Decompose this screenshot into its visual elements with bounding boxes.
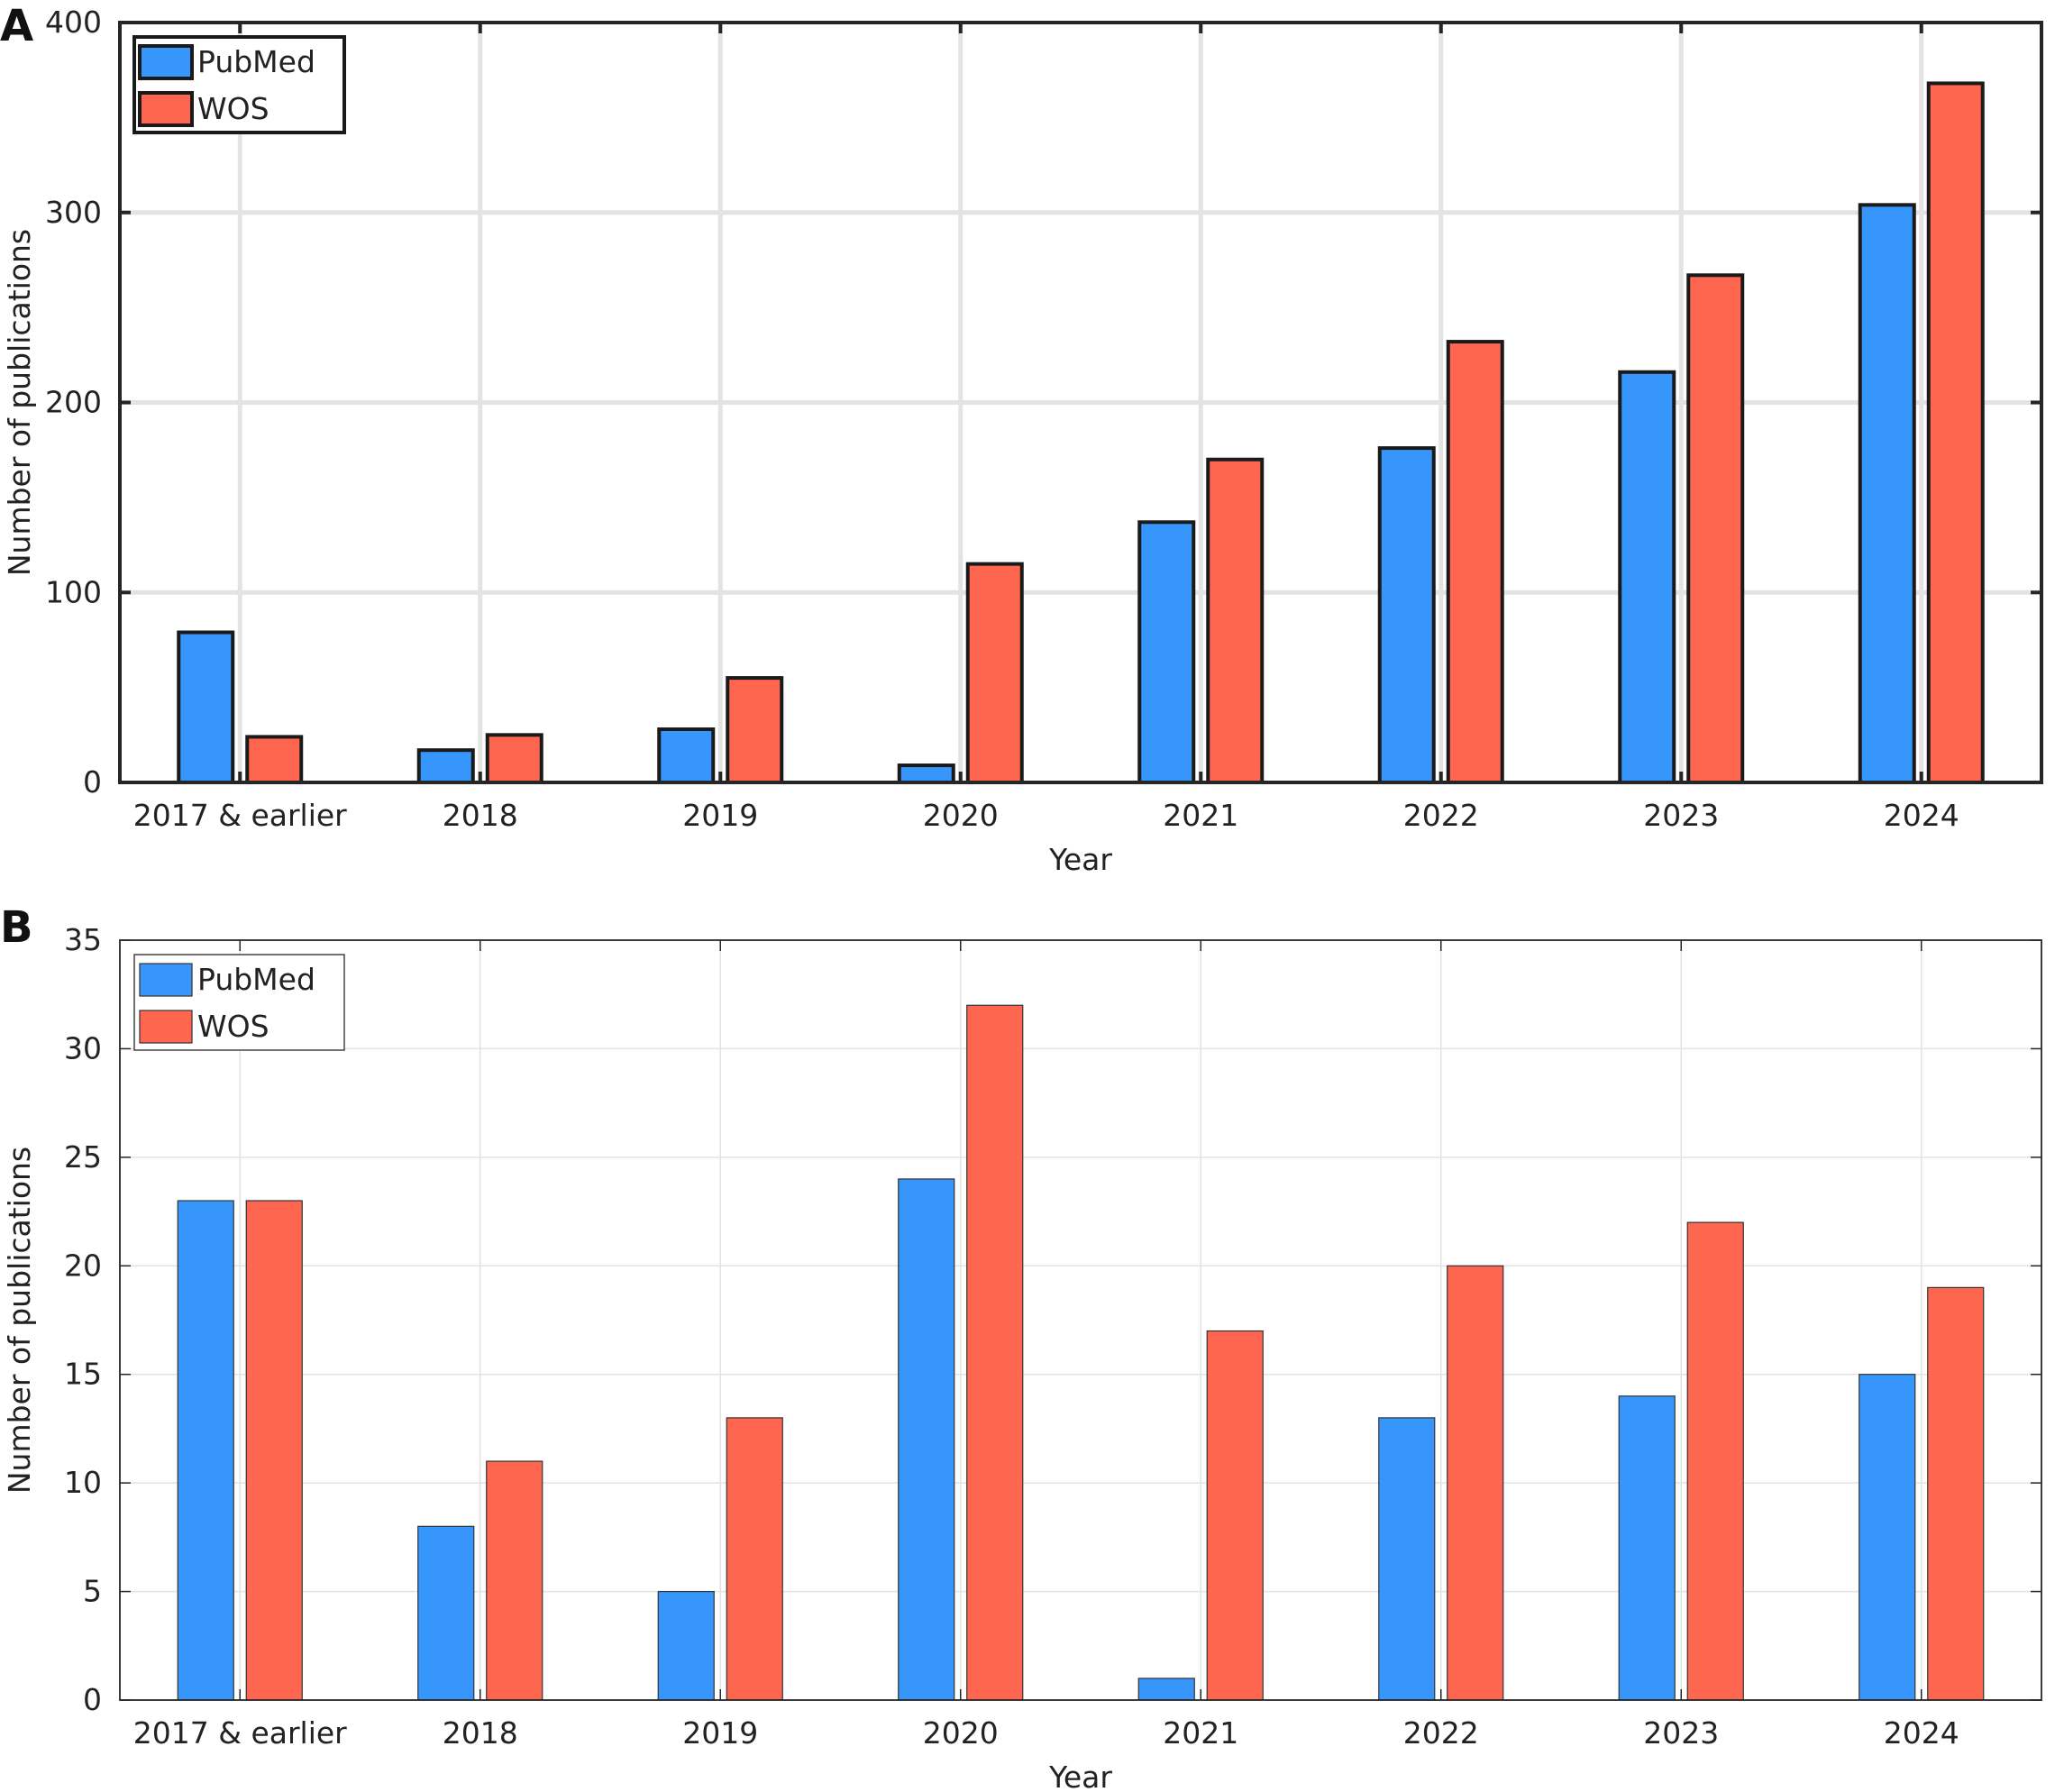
panel-a-bar-wos xyxy=(1926,81,1985,784)
panel-a-bar-pubmed xyxy=(1618,370,1676,784)
panel-a-x-tick-label: 2018 xyxy=(443,798,518,833)
panel-b-x-axis-label: Year xyxy=(1048,1760,1112,1792)
panel-b-x-tick-label: 2021 xyxy=(1163,1715,1238,1751)
panel-a-x-tick-label: 2020 xyxy=(923,798,999,833)
panel-b-legend-label-pubmed: PubMed xyxy=(197,962,315,997)
panel-a-y-tick-label: 100 xyxy=(45,574,102,609)
panel-b-bar-wos xyxy=(1686,1221,1744,1701)
panel-a-y-tick-label: 400 xyxy=(45,5,102,40)
panel-b-bar-wos xyxy=(1927,1286,1985,1701)
panel-b-bar-pubmed xyxy=(657,1590,715,1701)
panel-a-chart: A 0 100 200 300 400 2017 & earlier 2018 2019 202… xyxy=(0,1,2043,877)
panel-b-bar-wos xyxy=(726,1417,783,1701)
panel-a-legend-label-wos: WOS xyxy=(197,91,269,126)
panel-a-bar-pubmed xyxy=(177,630,235,784)
panel-b-bar-pubmed xyxy=(1137,1678,1195,1701)
panel-a-x-tick-label: 2024 xyxy=(1884,798,1959,833)
panel-b-x-tick-label: 2023 xyxy=(1643,1715,1719,1751)
panel-b-x-tick-label: 2024 xyxy=(1884,1715,1959,1751)
panel-b-y-tick-label: 10 xyxy=(64,1465,102,1500)
panel-b-y-tick-label: 5 xyxy=(83,1574,102,1609)
panel-b-axes-frame xyxy=(119,939,2042,1701)
panel-a-y-tick-label: 200 xyxy=(45,385,102,420)
panel-b-legend-swatch-wos xyxy=(139,1010,193,1044)
panel-a-bar-wos xyxy=(726,676,784,785)
panel-a-x-tick-label: 2017 & earlier xyxy=(133,798,347,833)
panel-a-bar-pubmed xyxy=(1137,520,1196,785)
panel-a-y-tick-label: 0 xyxy=(83,764,102,800)
panel-a-legend-label-pubmed: PubMed xyxy=(197,44,315,79)
panel-a-bar-wos xyxy=(965,562,1024,785)
panel-b-y-tick-label: 20 xyxy=(64,1248,102,1283)
panel-a-bar-wos xyxy=(1206,457,1265,784)
panel-b-y-tick-label: 30 xyxy=(64,1030,102,1065)
panel-b-bar-pubmed xyxy=(1618,1395,1676,1701)
panel-b-plot-area xyxy=(120,940,2041,1700)
panel-b-bar-pubmed xyxy=(898,1178,955,1701)
panel-a-bar-pubmed xyxy=(416,748,475,784)
panel-b-bar-pubmed xyxy=(1859,1374,1916,1701)
panel-b-bar-pubmed xyxy=(417,1525,475,1701)
panel-b-y-tick-label: 0 xyxy=(83,1682,102,1717)
panel-a-y-tick-label: 300 xyxy=(45,195,102,230)
panel-b-y-tick-label: 15 xyxy=(64,1357,102,1392)
panel-b-x-tick-label: 2019 xyxy=(682,1715,758,1751)
panel-a-x-tick-label: 2019 xyxy=(682,798,758,833)
panel-a-bar-pubmed xyxy=(657,727,716,784)
panel-a-x-axis-label: Year xyxy=(1048,842,1112,877)
panel-b-bar-wos xyxy=(486,1460,543,1701)
panel-a-bar-pubmed xyxy=(897,763,955,784)
panel-a-bar-wos xyxy=(1446,340,1504,784)
panel-b-chart: B 0 5 10 15 20 25 30 35 2017 & earlier 2018 2019 20… xyxy=(0,902,2042,1792)
panel-a-bar-wos xyxy=(485,733,543,784)
panel-a-bar-pubmed xyxy=(1377,446,1436,784)
panel-a-letter: A xyxy=(0,1,33,51)
panel-a-legend-swatch-wos xyxy=(138,91,194,127)
panel-b-legend-label-wos: WOS xyxy=(197,1009,269,1044)
panel-b-bar-pubmed xyxy=(1378,1417,1436,1701)
panel-b-bar-wos xyxy=(966,1004,1024,1701)
panel-b-x-tick-label: 2022 xyxy=(1403,1715,1479,1751)
panel-b-x-tick-label: 2018 xyxy=(443,1715,518,1751)
panel-b-x-tick-label: 2017 & earlier xyxy=(133,1715,347,1751)
panel-a-legend-swatch-pubmed xyxy=(138,44,194,80)
panel-a-bar-wos xyxy=(245,735,304,784)
panel-b-x-tick-label: 2020 xyxy=(923,1715,999,1751)
panel-a-x-tick-label: 2021 xyxy=(1163,798,1238,833)
panel-a-bar-wos xyxy=(1686,273,1745,784)
panel-a-x-tick-label: 2022 xyxy=(1403,798,1479,833)
panel-b-bar-wos xyxy=(245,1200,303,1701)
panel-b-bar-pubmed xyxy=(177,1200,234,1701)
panel-b-letter: B xyxy=(0,902,33,953)
panel-a-x-tick-label: 2023 xyxy=(1643,798,1719,833)
panel-b-bar-wos xyxy=(1206,1330,1264,1701)
panel-b-y-tick-label: 35 xyxy=(64,922,102,957)
panel-a-bar-pubmed xyxy=(1858,203,1916,784)
panel-b-y-tick-label: 25 xyxy=(64,1139,102,1175)
panel-b-bar-wos xyxy=(1447,1265,1504,1701)
panel-b-legend-swatch-pubmed xyxy=(139,963,193,997)
panel-b-y-axis-label: Number of publications xyxy=(2,1147,37,1494)
panel-a-y-axis-label: Number of publications xyxy=(2,229,37,576)
